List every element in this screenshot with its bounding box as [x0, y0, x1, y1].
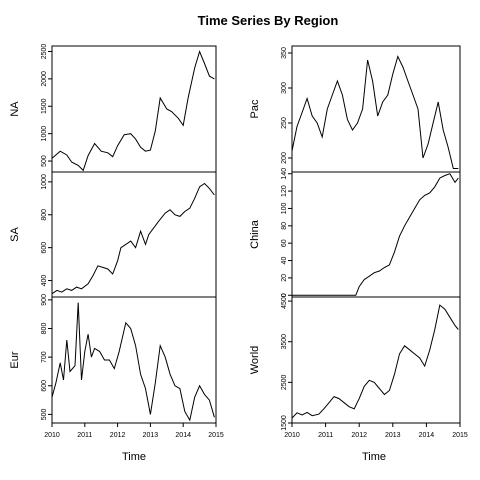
y-tick-label-sa-0: 400: [41, 275, 48, 287]
y-tick-label-china-7: 140: [281, 168, 288, 180]
y-axis-label-sa: SA: [9, 227, 21, 242]
y-tick-label-china-6: 120: [281, 185, 288, 197]
y-tick-label-pac-1: 250: [281, 117, 288, 129]
y-axis-label-world: World: [249, 346, 261, 375]
series-line-sa: [51, 182, 215, 295]
y-axis-label-china: China: [249, 219, 261, 249]
y-tick-label-china-4: 80: [281, 222, 288, 230]
y-tick-label-eur-4: 900: [41, 294, 48, 306]
panel-frame-world: [291, 296, 461, 424]
series-line-na: [51, 49, 215, 172]
y-axis-label-pac: Pac: [249, 99, 261, 118]
y-tick-label-china-5: 100: [281, 203, 288, 215]
x-tick-label-col0-3: 2013: [143, 432, 159, 439]
x-tick-label-col0-0: 2010: [44, 432, 60, 439]
y-tick-label-china-3: 60: [281, 239, 288, 247]
y-tick-label-eur-2: 700: [41, 351, 48, 363]
y-tick-label-na-3: 2000: [41, 71, 48, 87]
x-tick-label-col0-5: 2015: [208, 432, 224, 439]
y-tick-label-na-1: 1000: [41, 126, 48, 142]
x-tick-label-col1-0: 2010: [284, 432, 300, 439]
x-tick-label-col1-1: 2011: [318, 432, 333, 439]
chart-title: Time Series By Region: [198, 13, 339, 28]
y-tick-label-world-3: 4500: [281, 293, 288, 309]
panel-frame-eur: [51, 296, 217, 424]
y-tick-label-sa-3: 1000: [41, 174, 48, 190]
x-tick-label-col1-5: 2015: [452, 432, 468, 439]
y-tick-label-china-2: 40: [281, 257, 288, 265]
x-tick-label-col0-1: 2011: [77, 432, 92, 439]
y-tick-label-eur-0: 500: [41, 408, 48, 420]
y-tick-label-sa-2: 800: [41, 209, 48, 221]
x-axis-label-left: Time: [122, 451, 146, 463]
x-tick-label-col1-4: 2014: [419, 432, 435, 439]
y-tick-label-pac-2: 300: [281, 82, 288, 94]
y-tick-label-world-1: 2500: [281, 374, 288, 390]
x-tick-label-col0-4: 2014: [175, 432, 191, 439]
y-tick-label-eur-3: 800: [41, 323, 48, 335]
series-line-pac: [291, 55, 459, 169]
y-tick-label-pac-0: 200: [281, 152, 288, 164]
y-axis-label-na: NA: [9, 101, 21, 117]
y-tick-label-eur-1: 600: [41, 380, 48, 392]
series-line-world: [291, 304, 459, 419]
x-tick-label-col0-2: 2012: [110, 432, 126, 439]
y-tick-label-sa-1: 600: [41, 242, 48, 254]
y-tick-label-pac-3: 350: [281, 47, 288, 59]
y-axis-label-eur: Eur: [9, 351, 21, 368]
panel-frame-pac: [291, 45, 461, 173]
series-line-china: [292, 173, 459, 296]
y-tick-label-na-2: 1500: [41, 98, 48, 114]
y-tick-label-world-0: 1500: [281, 415, 288, 431]
x-tick-label-col1-3: 2013: [385, 432, 401, 439]
series-line-eur: [51, 302, 215, 422]
panel-frame-china: [291, 171, 461, 298]
panel-frame-na: [51, 45, 217, 173]
y-tick-label-china-0: 0: [281, 293, 288, 297]
y-tick-label-na-0: 500: [41, 155, 48, 167]
x-tick-label-col1-2: 2012: [351, 432, 367, 439]
y-tick-label-china-1: 20: [281, 274, 288, 282]
y-tick-label-world-2: 3500: [281, 334, 288, 350]
x-axis-label-right: Time: [362, 451, 386, 463]
panels-group: 5001000150020002500NA4006008001000SA5006…: [9, 44, 468, 439]
panel-frame-sa: [51, 171, 217, 298]
y-tick-label-na-4: 2500: [41, 44, 48, 60]
